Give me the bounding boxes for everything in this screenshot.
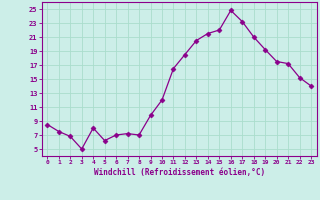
X-axis label: Windchill (Refroidissement éolien,°C): Windchill (Refroidissement éolien,°C) <box>94 168 265 177</box>
